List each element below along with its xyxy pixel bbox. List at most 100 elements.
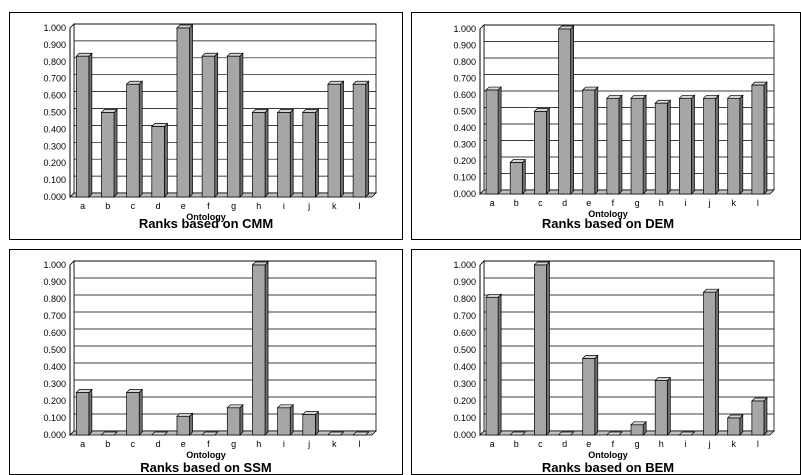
- bar: [352, 80, 370, 198]
- y-tick-label: 0.600: [43, 328, 66, 338]
- x-axis-label: Ontology: [186, 212, 226, 222]
- bar: [150, 122, 169, 198]
- bar: [557, 431, 575, 436]
- x-tick-label: b: [514, 439, 519, 449]
- x-tick-label: j: [708, 198, 711, 208]
- x-tick-label: c: [131, 201, 136, 211]
- y-tick-label: 0.600: [453, 90, 476, 100]
- chart-title: Ranks based on CMM: [139, 216, 273, 231]
- bar: [702, 94, 720, 195]
- floor: [479, 430, 775, 436]
- x-tick-label: i: [684, 439, 686, 449]
- chart-title: Ranks based on SSM: [140, 460, 271, 474]
- y-tick-label: 0.600: [453, 328, 476, 338]
- bar: [485, 293, 502, 436]
- y-tick-label: 0.300: [43, 379, 66, 389]
- x-tick-label: h: [256, 439, 261, 449]
- x-tick-label: i: [283, 201, 285, 211]
- bar: [276, 108, 295, 198]
- chart-panel-bem: 0.000 0.100 0.200 0.300 0.400 0.500 0.600 0.700…: [411, 249, 801, 475]
- y-tick-label: 0.200: [43, 158, 66, 168]
- bar: [226, 403, 244, 436]
- x-tick-label: k: [732, 198, 737, 208]
- x-tick-label: e: [586, 198, 591, 208]
- chart-cmm: 0.000 0.100 0.200 0.300 0.400 0.500 0.600 0.700…: [43, 23, 377, 231]
- x-tick-label: a: [80, 439, 85, 449]
- y-tick-label: 0.100: [453, 173, 476, 183]
- bar: [75, 52, 93, 198]
- y-tick-label: 0.100: [43, 175, 66, 185]
- bar: [251, 108, 269, 198]
- x-tick-label: d: [156, 439, 161, 449]
- floor: [479, 189, 775, 195]
- y-tick-label: 0.300: [453, 140, 476, 150]
- y-tick-label: 1.000: [453, 260, 476, 270]
- bar: [301, 410, 320, 436]
- y-tick-label: 0.200: [453, 396, 476, 406]
- x-tick-label: g: [635, 198, 640, 208]
- bar: [125, 80, 144, 198]
- y-tick-label: 0.900: [453, 41, 476, 51]
- y-tick-label: 0.700: [453, 74, 476, 84]
- bar: [751, 81, 768, 195]
- x-tick-label: i: [283, 439, 285, 449]
- x-tick-label: d: [156, 201, 161, 211]
- bar: [201, 52, 219, 198]
- x-tick-label: c: [131, 439, 136, 449]
- y-tick-label: 0.300: [453, 379, 476, 389]
- y-tick-label: 0.900: [43, 40, 66, 50]
- x-tick-label: h: [659, 198, 664, 208]
- y-tick-label: 0.500: [453, 345, 476, 355]
- y-tick-label: 1.000: [453, 24, 476, 34]
- bar: [251, 261, 269, 436]
- bar: [654, 99, 672, 195]
- x-tick-label: k: [732, 439, 737, 449]
- y-tick-label: 1.000: [43, 23, 66, 33]
- x-tick-label: a: [490, 198, 495, 208]
- bar: [533, 107, 551, 195]
- bar: [226, 52, 244, 198]
- bar: [352, 431, 370, 436]
- x-tick-label: b: [105, 201, 110, 211]
- y-tick-label: 0.000: [43, 430, 66, 440]
- x-tick-label: e: [181, 439, 186, 449]
- floor: [69, 430, 377, 436]
- y-tick-label: 0.100: [43, 413, 66, 423]
- x-axis-label: Ontology: [588, 209, 628, 219]
- chart-panel-dem: 0.000 0.100 0.200 0.300 0.400 0.500 0.600 0.700…: [411, 12, 801, 240]
- y-tick-label: 0.800: [43, 294, 66, 304]
- bar: [726, 414, 744, 436]
- y-tick-label: 0.000: [453, 189, 476, 199]
- x-tick-label: e: [586, 439, 591, 449]
- x-tick-label: c: [538, 439, 543, 449]
- bar: [509, 158, 527, 195]
- bar: [557, 25, 575, 195]
- y-tick-label: 0.500: [43, 108, 66, 118]
- bar: [150, 431, 169, 436]
- x-tick-label: g: [231, 439, 236, 449]
- y-tick-label: 0.400: [43, 124, 66, 134]
- x-tick-label: l: [757, 439, 759, 449]
- bar: [606, 94, 623, 195]
- chart-title: Ranks based on DEM: [542, 216, 674, 231]
- x-tick-label: j: [307, 439, 310, 449]
- bar: [630, 94, 647, 195]
- y-tick-label: 0.700: [453, 311, 476, 321]
- x-tick-label: j: [708, 439, 711, 449]
- y-tick-label: 0.800: [453, 294, 476, 304]
- x-tick-label: h: [659, 439, 664, 449]
- x-tick-label: f: [612, 198, 615, 208]
- bar: [327, 431, 345, 436]
- bar: [630, 420, 647, 436]
- bar: [485, 86, 502, 195]
- x-tick-label: i: [684, 198, 686, 208]
- y-tick-label: 0.100: [453, 413, 476, 423]
- chart-panel-cmm: 0.000 0.100 0.200 0.300 0.400 0.500 0.600 0.700…: [9, 12, 403, 240]
- x-tick-label: e: [181, 201, 186, 211]
- bar: [678, 94, 696, 195]
- bar: [702, 288, 720, 436]
- y-tick-label: 0.900: [453, 277, 476, 287]
- bar: [581, 354, 599, 436]
- side-wall: [69, 260, 75, 436]
- chart-panel-ssm: 0.000 0.100 0.200 0.300 0.400 0.500 0.600 0.700…: [9, 249, 403, 475]
